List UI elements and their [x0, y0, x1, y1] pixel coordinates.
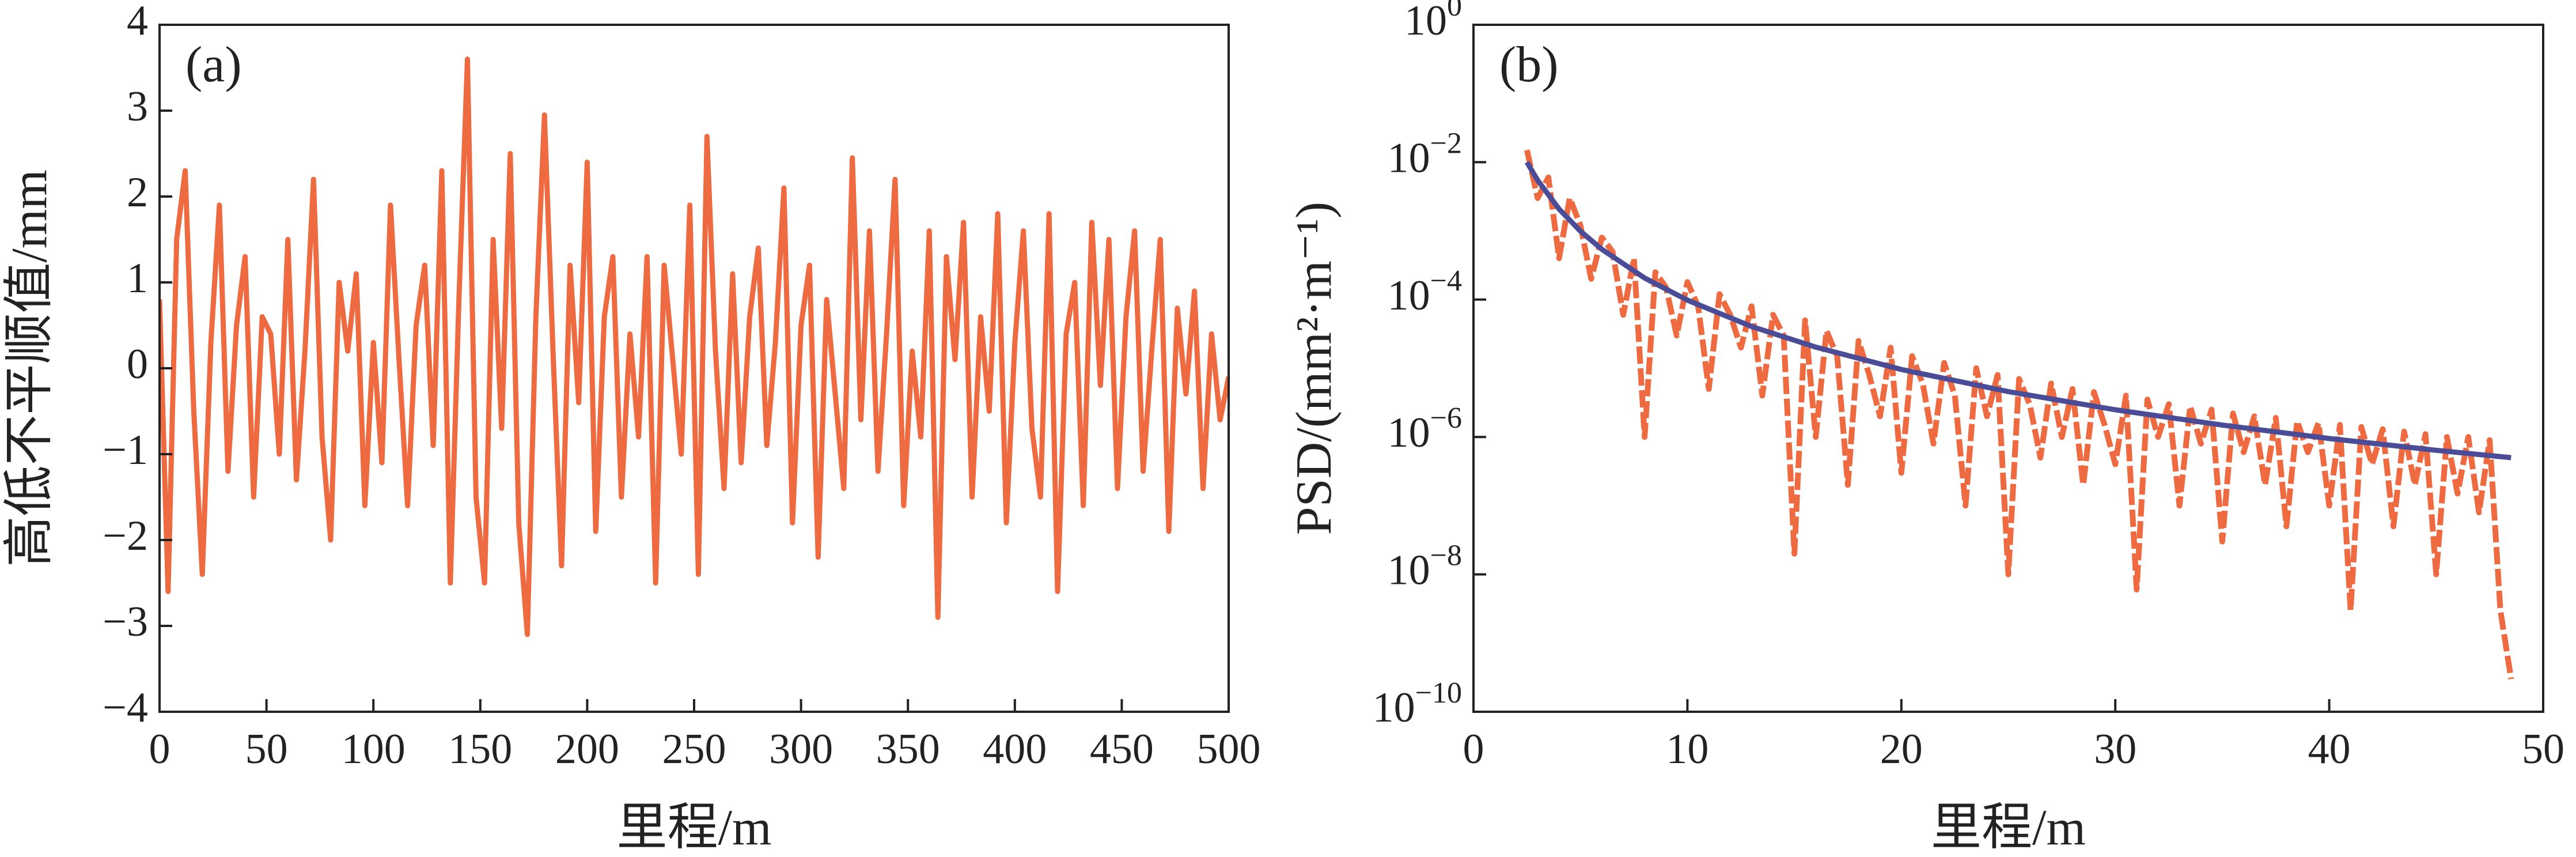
x-tick-label: 50	[245, 726, 288, 773]
data-line	[160, 56, 1229, 637]
data-line	[1524, 161, 2511, 460]
tick-exponent: −4	[1430, 265, 1462, 297]
x-tick-label: 40	[2308, 726, 2351, 773]
y-tick-label: 2	[127, 169, 148, 216]
tick-base: 10	[1373, 684, 1415, 731]
y-axis-label: PSD/(mm²·m⁻¹)	[1286, 202, 1342, 535]
tick-base: 10	[1388, 134, 1430, 182]
tick-exponent: −6	[1430, 402, 1462, 435]
y-tick-label: 10−8	[1388, 539, 1462, 594]
tick-base: 10	[1388, 272, 1430, 319]
data-line	[1524, 149, 2514, 679]
panel-label: (a)	[185, 37, 242, 93]
tick-exponent: 0	[1447, 0, 1462, 22]
y-tick-label: 10−10	[1373, 677, 1462, 731]
x-tick-label: 50	[2522, 726, 2564, 773]
y-tick-label: −3	[103, 598, 148, 645]
tick-base: 10	[1404, 0, 1447, 44]
y-tick-label: 100	[1404, 0, 1462, 44]
tick-exponent: −2	[1430, 127, 1462, 160]
x-tick-label: 150	[448, 726, 512, 773]
panel-label: (b)	[1499, 37, 1559, 93]
y-tick-label: 10−6	[1388, 402, 1462, 456]
x-tick-label: 30	[2094, 726, 2136, 773]
y-tick-label: 1	[127, 255, 148, 302]
tick-base: 10	[1388, 547, 1430, 594]
y-tick-label: 3	[127, 83, 148, 130]
plot-frame	[1472, 24, 2544, 713]
x-tick-label: 400	[983, 726, 1047, 773]
y-axis-label: 高低不平顺值/mm	[2, 169, 58, 567]
tick-exponent: −10	[1415, 677, 1462, 709]
y-tick-label: −4	[103, 684, 148, 731]
y-tick-label: −2	[103, 512, 148, 560]
tick-exponent: −8	[1430, 539, 1462, 572]
x-tick-label: 0	[1463, 726, 1484, 773]
x-tick-label: 250	[662, 726, 726, 773]
y-tick-label: 0	[127, 341, 148, 388]
y-tick-label: 4	[127, 0, 148, 44]
y-tick-label: 10−4	[1388, 265, 1462, 319]
x-tick-label: 20	[1880, 726, 1923, 773]
x-tick-label: 450	[1090, 726, 1154, 773]
x-axis-label: 里程/m	[617, 800, 772, 856]
x-tick-label: 350	[876, 726, 940, 773]
tick-base: 10	[1388, 409, 1430, 456]
x-tick-label: 10	[1666, 726, 1709, 773]
y-tick-label: 10−2	[1388, 127, 1462, 182]
x-tick-label: 300	[769, 726, 833, 773]
x-tick-label: 500	[1197, 726, 1261, 773]
y-tick-label: −1	[103, 426, 148, 474]
x-axis-label: 里程/m	[1931, 800, 2086, 856]
x-tick-label: 0	[149, 726, 171, 773]
x-tick-label: 100	[342, 726, 406, 773]
x-tick-label: 200	[555, 726, 619, 773]
